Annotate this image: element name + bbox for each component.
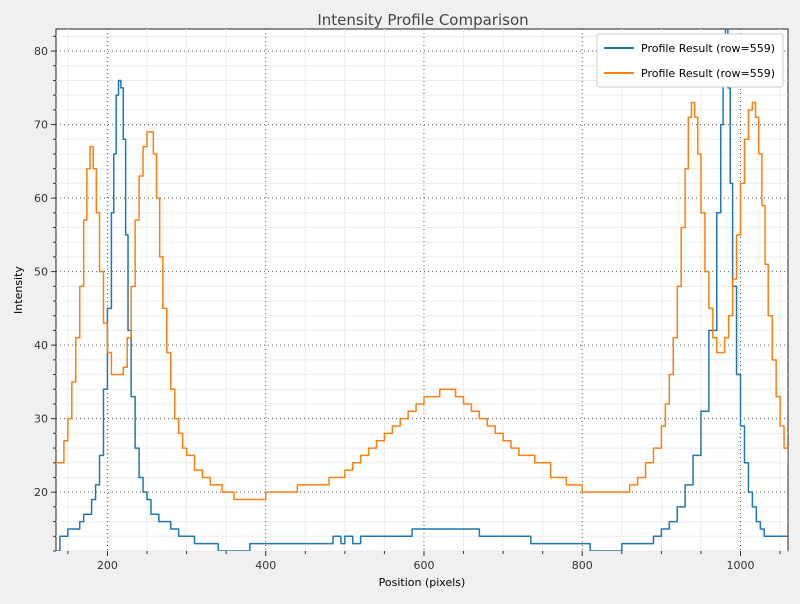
y-tick-label: 30 [34, 413, 48, 426]
plot-area [55, 28, 789, 552]
x-tick-label: 600 [413, 559, 434, 572]
x-tick-label: 200 [97, 559, 118, 572]
x-axis-ticks: 200 400 600 800 1000 [67, 551, 781, 572]
major-grid [56, 29, 788, 551]
y-tick-label: 70 [34, 119, 48, 132]
y-axis-ticks: 20 30 40 50 60 70 80 [34, 35, 56, 552]
x-axis-label: Position (pixels) [379, 576, 466, 589]
y-tick-label: 50 [34, 266, 48, 279]
legend-label-series-2: Profile Result (row=559) [641, 67, 775, 80]
y-tick-label: 60 [34, 192, 48, 205]
y-tick-label: 80 [34, 45, 48, 58]
y-tick-label: 20 [34, 486, 48, 499]
legend-box [596, 33, 784, 88]
chart-title: Intensity Profile Comparison [317, 11, 528, 29]
x-tick-label: 800 [572, 559, 593, 572]
series-line-2 [56, 101, 788, 501]
x-tick-label: 1000 [727, 559, 755, 572]
legend: Profile Result (row=559) Profile Result … [596, 33, 784, 88]
y-axis-label: Intensity [12, 266, 25, 314]
y-tick-label: 40 [34, 339, 48, 352]
legend-label-series-1: Profile Result (row=559) [641, 42, 775, 55]
x-tick-label: 400 [255, 559, 276, 572]
